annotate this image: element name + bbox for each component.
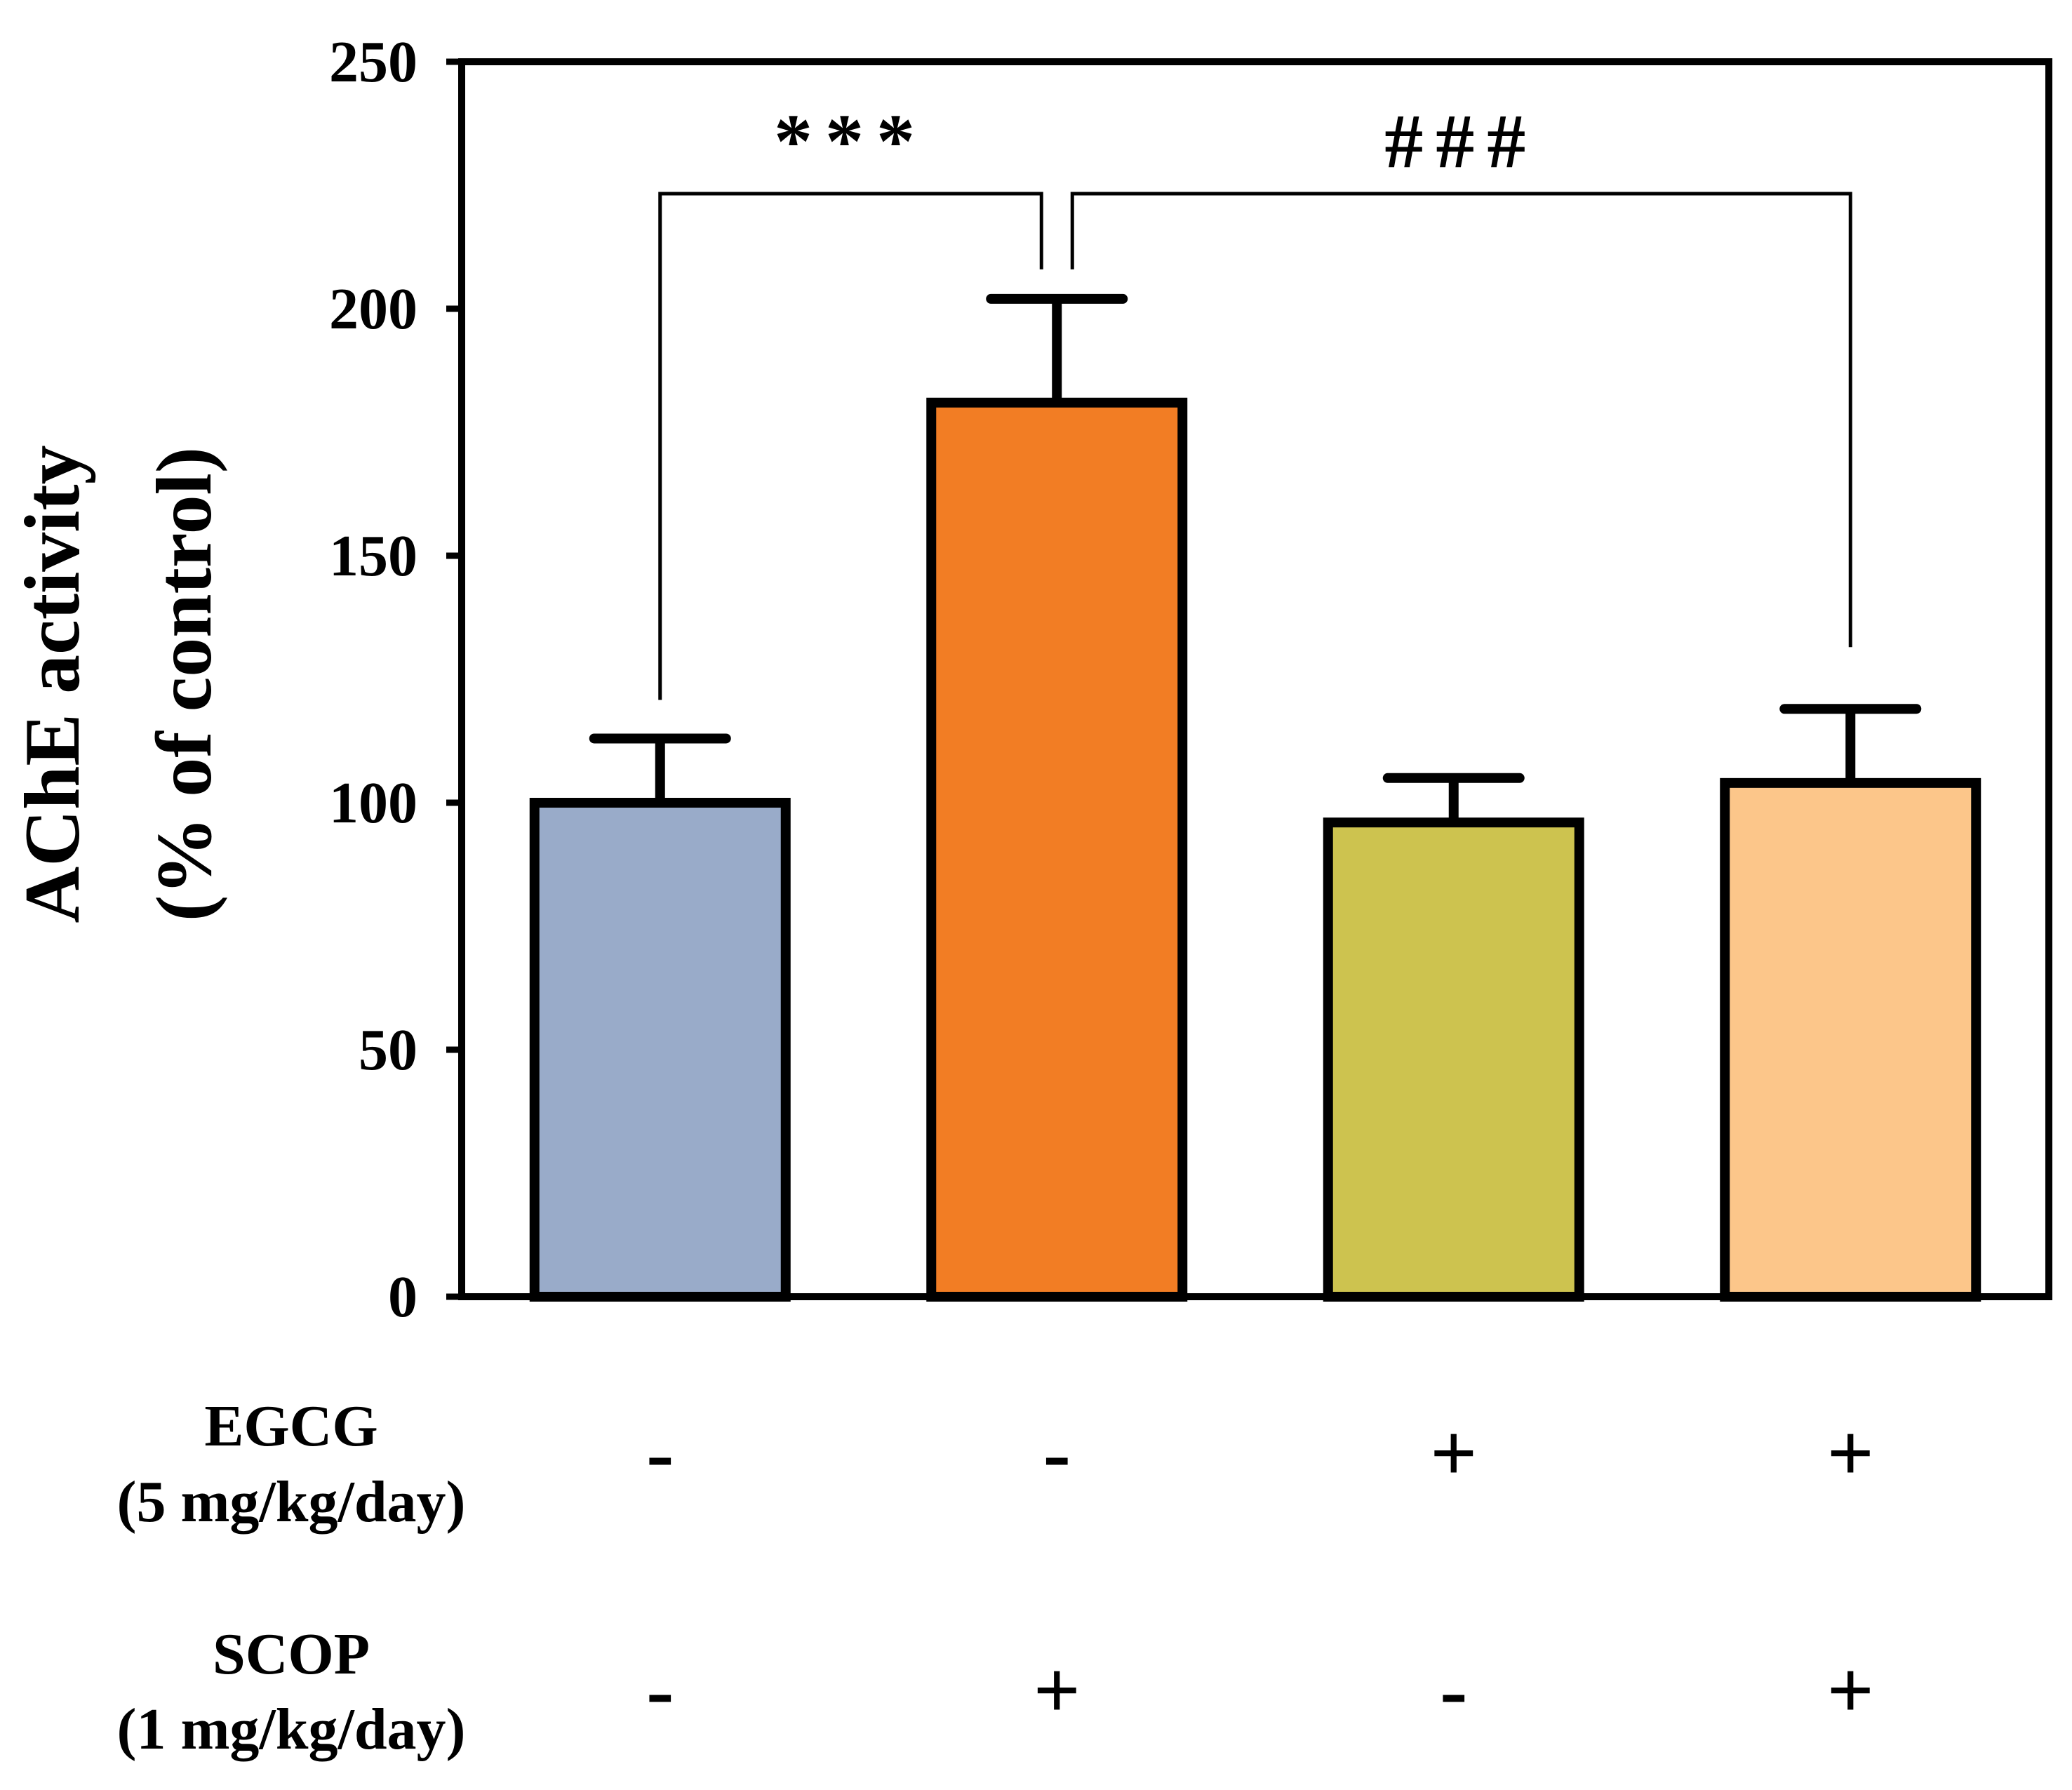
significance-bracket-2 — [1070, 192, 1852, 648]
bars — [529, 397, 1981, 1302]
y-tick-label: 50 — [359, 1017, 417, 1083]
scop-sign-4: + — [1827, 1644, 1874, 1736]
significance-bracket-1 — [658, 192, 1043, 700]
y-ticks: 0 50 100 150 200 250 — [329, 29, 462, 1330]
egcg-sign-3: + — [1430, 1407, 1477, 1499]
significance-brackets: *** ### — [658, 98, 1852, 700]
y-axis-label-line1: AChE activity — [9, 445, 96, 923]
y-axis-title: AChE activity (% of control) — [9, 445, 228, 923]
egcg-sign-4: + — [1827, 1407, 1874, 1499]
error-bars — [589, 293, 1922, 823]
scop-sign-2: + — [1034, 1644, 1081, 1736]
plot-frame — [458, 58, 2052, 1300]
scop-sign-1: - — [646, 1644, 674, 1736]
significance-label-2: ### — [1384, 98, 1538, 184]
egcg-sign-2: - — [1043, 1407, 1071, 1499]
y-tick-label: 0 — [388, 1264, 417, 1330]
scop-sign-3: - — [1440, 1644, 1467, 1736]
treatment-rows: EGCG (5 mg/kg/day) SCOP (1 mg/kg/day) - -… — [116, 1394, 1873, 1762]
y-tick-label: 250 — [329, 29, 417, 95]
bar-4 — [1720, 777, 1981, 1302]
bar-1 — [529, 798, 791, 1302]
bar-3 — [1323, 817, 1584, 1302]
significance-label-1: *** — [774, 98, 928, 184]
egcg-sign-1: - — [646, 1407, 674, 1499]
bar-2 — [926, 397, 1188, 1302]
y-tick-label: 150 — [329, 523, 417, 589]
egcg-dose-label: (5 mg/kg/day) — [116, 1469, 465, 1535]
y-tick-label: 200 — [329, 276, 417, 342]
y-tick-label: 100 — [329, 770, 417, 836]
egcg-label: EGCG — [204, 1394, 377, 1459]
y-axis-label-line2: (% of control) — [141, 447, 228, 921]
scop-label: SCOP — [213, 1622, 370, 1687]
scop-dose-label: (1 mg/kg/day) — [116, 1697, 465, 1762]
